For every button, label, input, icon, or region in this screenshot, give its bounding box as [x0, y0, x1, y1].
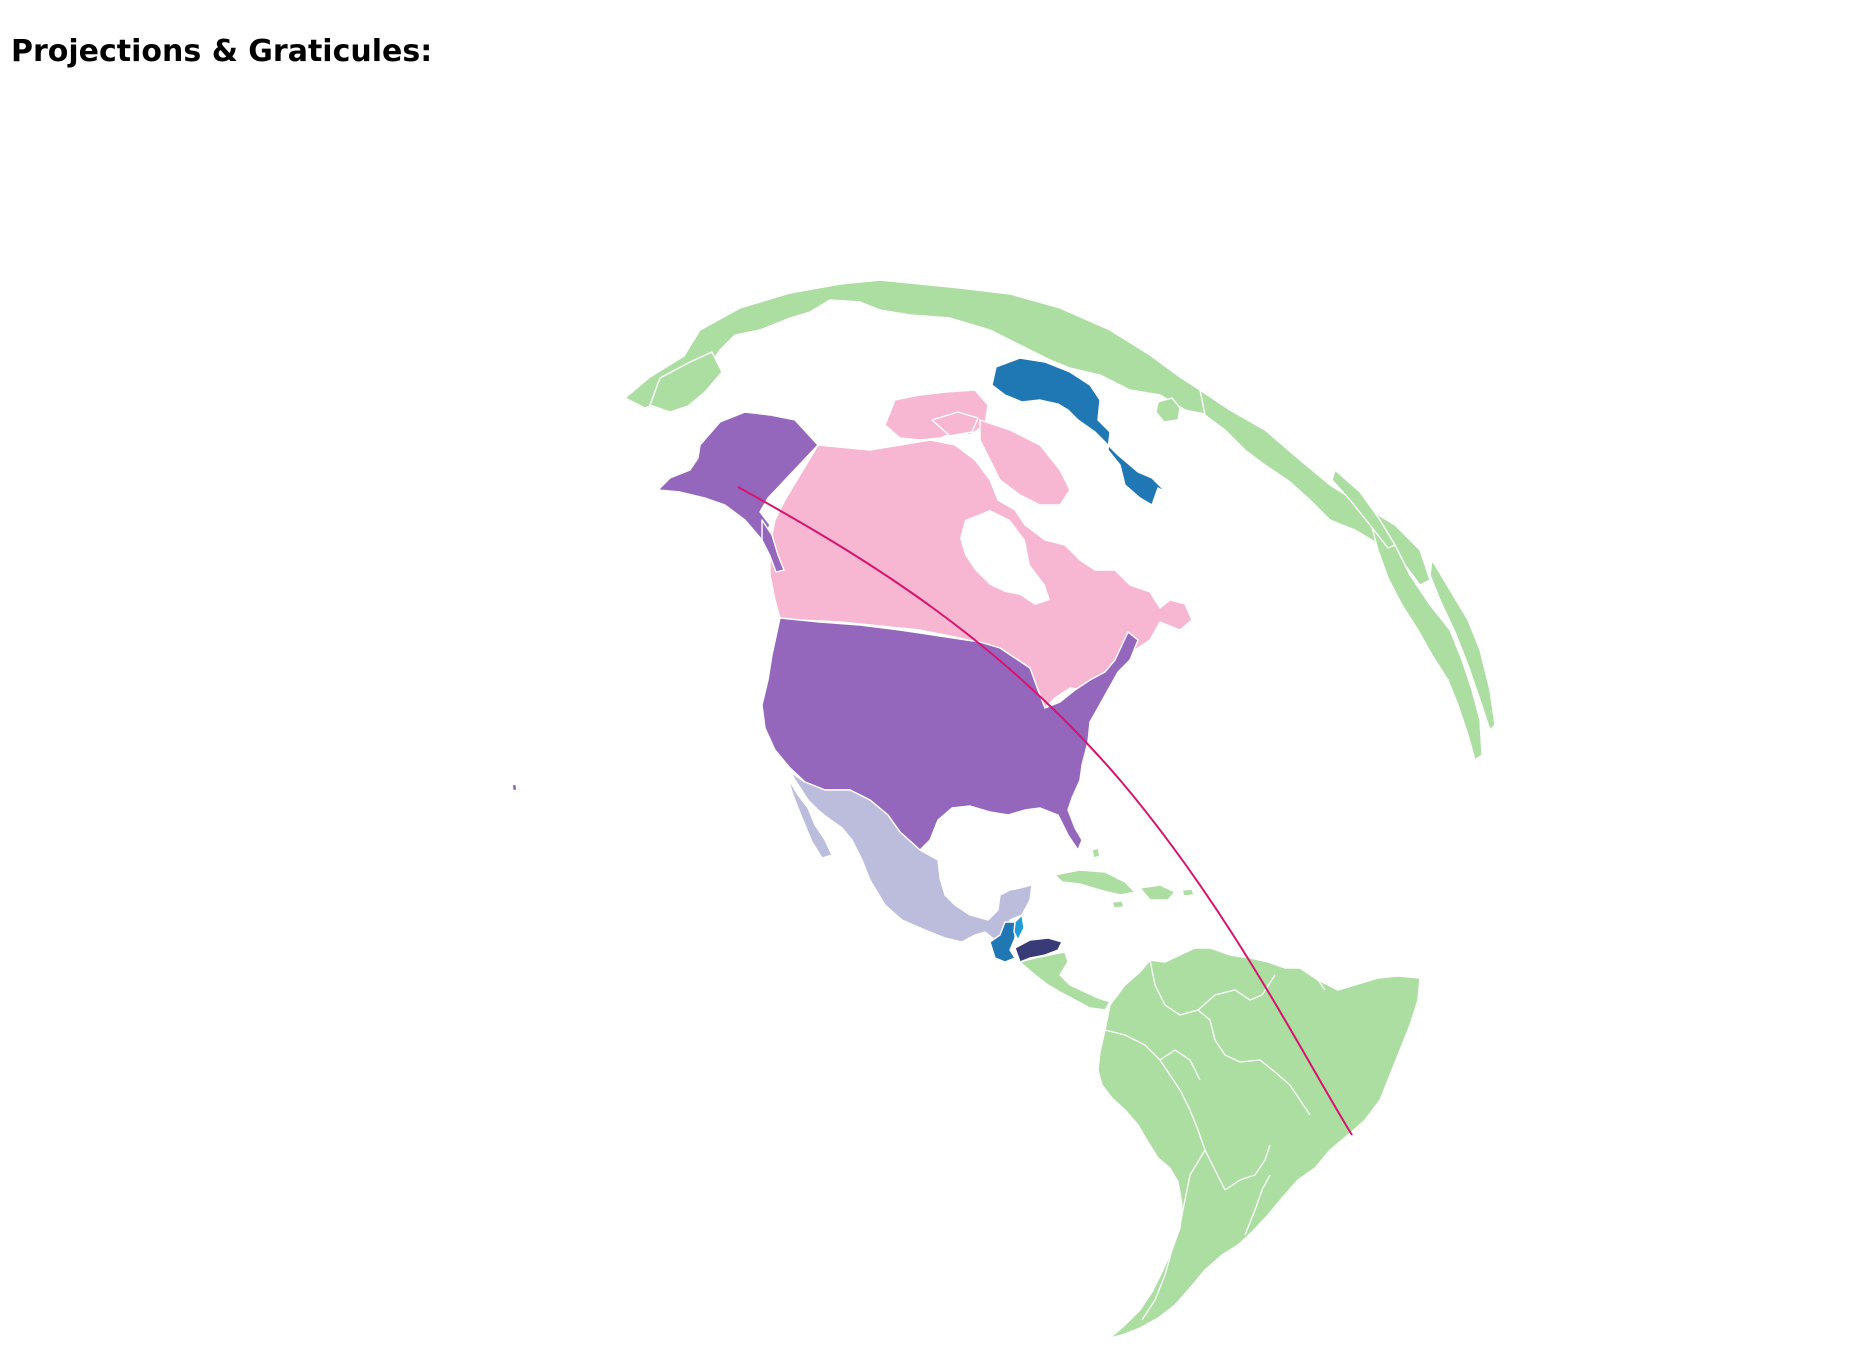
region-canada-islands-north[interactable] [931, 411, 979, 437]
region-mexico[interactable] [789, 771, 1033, 943]
region-iceland[interactable] [1155, 397, 1181, 423]
region-puerto-rico[interactable] [1181, 888, 1195, 897]
region-canada-islands-east[interactable] [979, 419, 1071, 506]
region-greenland[interactable] [991, 357, 1167, 506]
region-guatemala[interactable] [989, 921, 1016, 963]
region-south-america[interactable] [1097, 947, 1421, 1339]
region-baja-california[interactable] [787, 777, 833, 859]
region-canada-islands[interactable] [884, 389, 989, 441]
region-cuba[interactable] [1054, 869, 1136, 896]
region-belize[interactable] [1013, 914, 1025, 941]
page-title: Projections & Graticules: [11, 34, 433, 69]
region-eurasia-north[interactable] [624, 279, 1211, 416]
region-chukotka[interactable] [649, 351, 723, 413]
region-hispaniola[interactable] [1139, 884, 1176, 901]
route-line [737, 486, 1353, 1136]
region-kamchatka[interactable] [1331, 469, 1396, 549]
region-central-america[interactable] [1019, 951, 1111, 1011]
region-alaska-panhandle[interactable] [761, 519, 785, 573]
region-bahamas[interactable] [1091, 847, 1101, 859]
region-east-asia-south[interactable] [1369, 519, 1483, 761]
region-east-asia-coast[interactable] [1429, 559, 1496, 731]
region-hawaii[interactable] [511, 783, 518, 792]
south-america-borders [1104, 959, 1326, 1321]
region-hudson-bay [960, 510, 1050, 605]
region-jamaica[interactable] [1111, 900, 1125, 909]
